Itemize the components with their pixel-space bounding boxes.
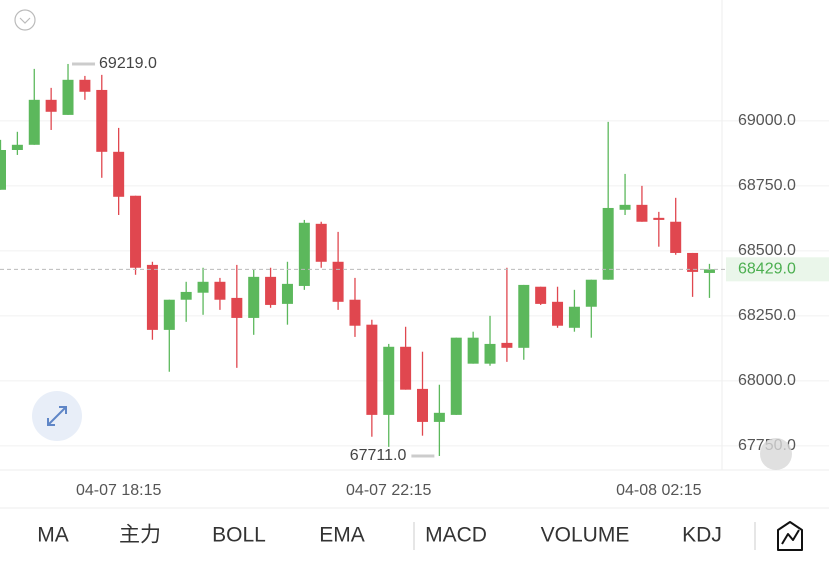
x-tick-label: 04-07 18:15 bbox=[76, 482, 162, 499]
candle-body bbox=[0, 149, 6, 190]
tab-bar: MA 主力 BOLL EMA MACD VOLUME KDJ bbox=[37, 524, 722, 547]
candle-body bbox=[197, 281, 209, 293]
candle-body bbox=[484, 343, 496, 364]
candles bbox=[0, 63, 715, 456]
candle-body bbox=[163, 299, 175, 330]
candle-body bbox=[248, 276, 260, 318]
candle-body bbox=[417, 388, 428, 422]
y-tick-label: 68250.0 bbox=[738, 307, 796, 324]
candle-body bbox=[400, 346, 412, 390]
candle-body bbox=[315, 223, 327, 262]
candle-body bbox=[11, 144, 23, 150]
candle-body bbox=[585, 279, 597, 307]
candle-body bbox=[28, 99, 40, 145]
candle-body bbox=[518, 284, 530, 348]
candle-body bbox=[433, 412, 445, 422]
indicator-tab[interactable]: BOLL bbox=[212, 524, 266, 547]
candle-body bbox=[568, 306, 580, 328]
candle-body bbox=[62, 79, 74, 115]
candle-body bbox=[349, 299, 361, 326]
candle-body bbox=[703, 269, 715, 273]
candle-body bbox=[281, 283, 293, 304]
candle-body bbox=[653, 217, 665, 220]
candle-body bbox=[214, 281, 226, 300]
last-price-tag bbox=[726, 257, 829, 282]
y-tick-label: 68000.0 bbox=[738, 372, 796, 389]
x-tick-label: 04-07 22:15 bbox=[346, 482, 432, 499]
candle-body bbox=[467, 337, 479, 364]
candle-body bbox=[619, 204, 631, 210]
labels: 67750.068000.068250.068500.068750.069000… bbox=[0, 55, 829, 499]
annotation-label: 67711.0 bbox=[350, 447, 407, 464]
candle-body bbox=[535, 286, 547, 304]
indicator-tab[interactable]: EMA bbox=[319, 524, 365, 547]
indicator-tab[interactable]: 主力 bbox=[119, 524, 161, 547]
candle-body bbox=[450, 337, 462, 415]
candle-body bbox=[113, 151, 125, 197]
candle-body bbox=[501, 342, 513, 348]
x-tick-label: 04-08 02:15 bbox=[616, 482, 702, 499]
candle-body bbox=[383, 346, 395, 415]
grid bbox=[0, 120, 829, 447]
collapse-button[interactable] bbox=[14, 9, 36, 31]
watermark bbox=[760, 438, 792, 470]
candle-body bbox=[130, 195, 142, 268]
candle-body bbox=[231, 297, 243, 318]
candle-body bbox=[687, 252, 699, 272]
candle-body bbox=[636, 204, 648, 222]
chevron-icon bbox=[19, 17, 31, 24]
indicator-tab[interactable]: KDJ bbox=[682, 524, 722, 547]
last-price-label: 68429.0 bbox=[738, 261, 796, 278]
candle-body bbox=[265, 276, 277, 305]
candle-body bbox=[552, 301, 564, 326]
indicator-tab[interactable]: MACD bbox=[425, 524, 487, 547]
expand-icon bbox=[47, 406, 67, 426]
y-tick-label: 69000.0 bbox=[738, 112, 796, 129]
candle-body bbox=[332, 261, 344, 302]
chart-settings-icon[interactable] bbox=[777, 521, 803, 551]
indicator-tab[interactable]: MA bbox=[37, 524, 69, 547]
candle-body bbox=[602, 207, 614, 280]
candle-body bbox=[45, 99, 57, 112]
annotation-label: 69219.0 bbox=[99, 55, 157, 72]
candle-body bbox=[366, 324, 378, 415]
y-tick-label: 68750.0 bbox=[738, 177, 796, 194]
candle-body bbox=[670, 221, 682, 253]
candle-body bbox=[180, 291, 192, 300]
y-tick-label: 68500.0 bbox=[738, 242, 796, 259]
candle-body bbox=[146, 264, 158, 330]
candle-body bbox=[96, 89, 108, 152]
indicator-tab[interactable]: VOLUME bbox=[541, 524, 630, 547]
candle-body bbox=[298, 222, 310, 286]
candle-body bbox=[79, 79, 91, 92]
